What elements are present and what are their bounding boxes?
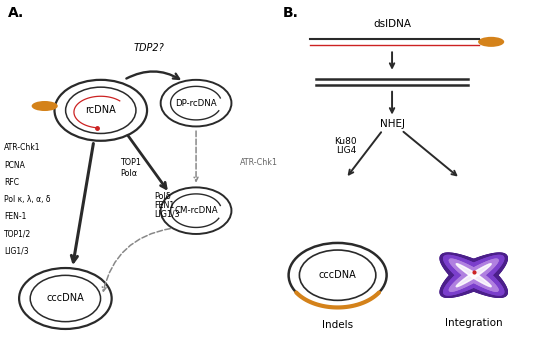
- Polygon shape: [456, 264, 491, 287]
- Circle shape: [65, 87, 136, 134]
- Text: FEN-1: FEN-1: [4, 212, 27, 221]
- Text: B.: B.: [283, 6, 299, 20]
- Text: CM-rcDNA: CM-rcDNA: [174, 206, 218, 215]
- Polygon shape: [440, 253, 507, 297]
- Text: PCNA: PCNA: [4, 161, 25, 170]
- Text: A.: A.: [8, 6, 24, 20]
- Circle shape: [30, 275, 101, 322]
- Text: RFC: RFC: [4, 178, 19, 187]
- Text: NHEJ: NHEJ: [379, 119, 405, 129]
- Text: rcDNA: rcDNA: [85, 105, 116, 115]
- Polygon shape: [456, 264, 491, 287]
- Text: LIG1/3: LIG1/3: [4, 247, 29, 256]
- Polygon shape: [444, 256, 504, 295]
- Polygon shape: [444, 256, 504, 295]
- Text: Pol κ, λ, α, δ: Pol κ, λ, α, δ: [4, 195, 51, 204]
- Text: dsIDNA: dsIDNA: [373, 19, 411, 29]
- Text: FEN1: FEN1: [154, 201, 174, 210]
- Text: Indels: Indels: [322, 320, 353, 330]
- Circle shape: [161, 80, 232, 126]
- Text: ATR-Chk1: ATR-Chk1: [240, 158, 278, 167]
- Polygon shape: [449, 259, 498, 291]
- Polygon shape: [456, 264, 491, 287]
- Circle shape: [299, 250, 376, 300]
- Circle shape: [161, 187, 232, 234]
- Text: DP-rcDNA: DP-rcDNA: [175, 99, 217, 108]
- Polygon shape: [449, 259, 498, 291]
- Ellipse shape: [32, 101, 58, 111]
- Text: Polα: Polα: [120, 169, 137, 178]
- Circle shape: [54, 80, 147, 141]
- Text: Ku80: Ku80: [334, 137, 357, 146]
- Ellipse shape: [478, 37, 504, 47]
- Polygon shape: [440, 253, 507, 297]
- Circle shape: [289, 243, 387, 308]
- Text: Integration: Integration: [445, 318, 503, 328]
- Text: TOP1: TOP1: [120, 158, 141, 167]
- Text: ATR-Chk1: ATR-Chk1: [4, 143, 41, 153]
- Polygon shape: [456, 264, 491, 287]
- Circle shape: [19, 268, 112, 329]
- Polygon shape: [440, 253, 507, 297]
- Polygon shape: [449, 259, 498, 291]
- Text: cccDNA: cccDNA: [47, 293, 84, 304]
- Text: LIG1/3: LIG1/3: [154, 210, 180, 219]
- Polygon shape: [440, 253, 507, 297]
- Polygon shape: [449, 259, 498, 291]
- Text: TOP1/2: TOP1/2: [4, 229, 32, 238]
- Polygon shape: [444, 256, 504, 295]
- Polygon shape: [444, 256, 504, 295]
- Text: LIG4: LIG4: [336, 146, 356, 155]
- Text: TDP2?: TDP2?: [133, 43, 164, 53]
- Text: Polδ: Polδ: [154, 192, 171, 201]
- Text: cccDNA: cccDNA: [319, 270, 356, 280]
